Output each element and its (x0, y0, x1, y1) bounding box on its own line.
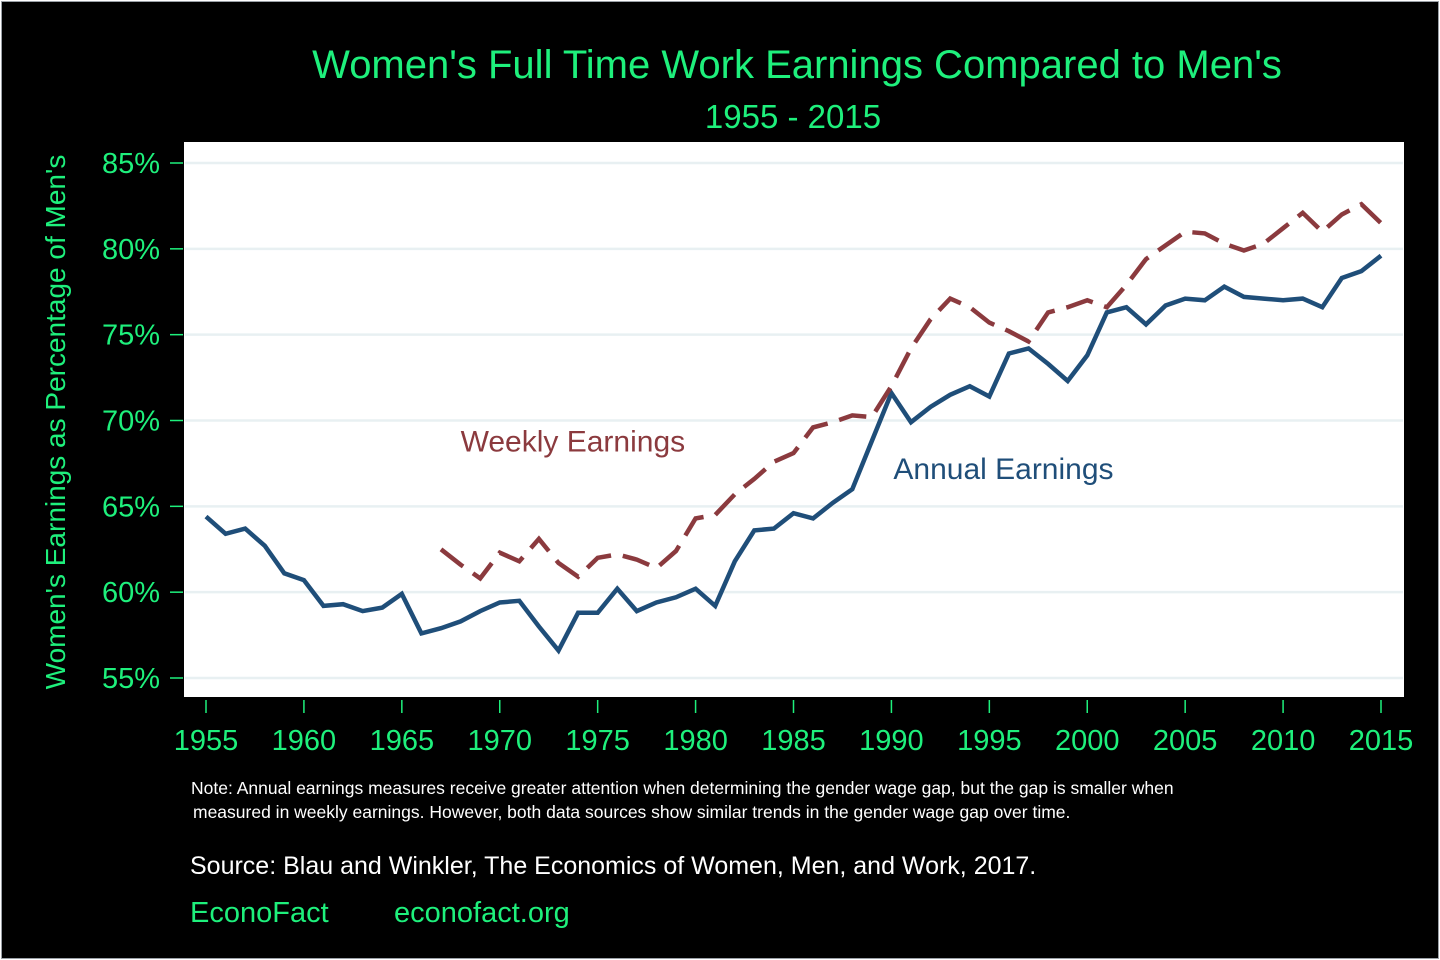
y-tick-label: 55% (102, 663, 160, 695)
y-tick-label: 70% (102, 406, 160, 438)
chart-subtitle: 1955 - 2015 (705, 98, 881, 135)
y-tick-label: 85% (102, 148, 160, 180)
x-tick-label: 1960 (272, 725, 337, 757)
x-tick-label: 2010 (1251, 725, 1316, 757)
weekly-earnings-label: Weekly Earnings (461, 425, 686, 458)
y-axis: 55% 60% 65% 70% 75% 80% 85% (102, 148, 183, 695)
brand-name: EconoFact (190, 897, 329, 929)
y-tick-label: 65% (102, 491, 160, 523)
x-tick-label: 1995 (957, 725, 1022, 757)
x-tick-label: 1985 (761, 725, 826, 757)
x-tick-label: 1990 (859, 725, 924, 757)
x-tick-label: 1975 (565, 725, 630, 757)
brand-url: econofact.org (394, 897, 570, 929)
weekly-earnings-line (439, 201, 1383, 582)
x-tick-label: 1980 (663, 725, 728, 757)
x-tick-label: 1970 (467, 725, 532, 757)
note-line-1: Note: Annual earnings measures receive g… (191, 778, 1174, 798)
x-tick-label: 2000 (1055, 725, 1120, 757)
series-layer (204, 201, 1383, 655)
x-tick-label: 2015 (1349, 725, 1414, 757)
note-line-2: measured in weekly earnings. However, bo… (193, 802, 1070, 822)
gridlines (185, 161, 1403, 680)
y-axis-label: Women's Earnings as Percentage of Men's (40, 155, 71, 690)
x-tick-label: 1965 (370, 725, 435, 757)
y-tick-label: 60% (102, 577, 160, 609)
annual-earnings-label: Annual Earnings (893, 453, 1113, 486)
x-tick-label: 2005 (1153, 725, 1218, 757)
x-axis: 1955 1960 1965 1970 1975 1980 1985 1990 1995 2000… (174, 700, 1414, 757)
x-tick-label: 1955 (174, 725, 239, 757)
series-labels: Annual Earnings Weekly Earnings (461, 425, 1114, 485)
annual-earnings-line (204, 253, 1383, 655)
chart-title: Women's Full Time Work Earnings Compared… (312, 43, 1282, 87)
y-tick-label: 80% (102, 234, 160, 266)
source-citation: Source: Blau and Winkler, The Economics … (190, 852, 1036, 880)
y-tick-label: 75% (102, 320, 160, 352)
